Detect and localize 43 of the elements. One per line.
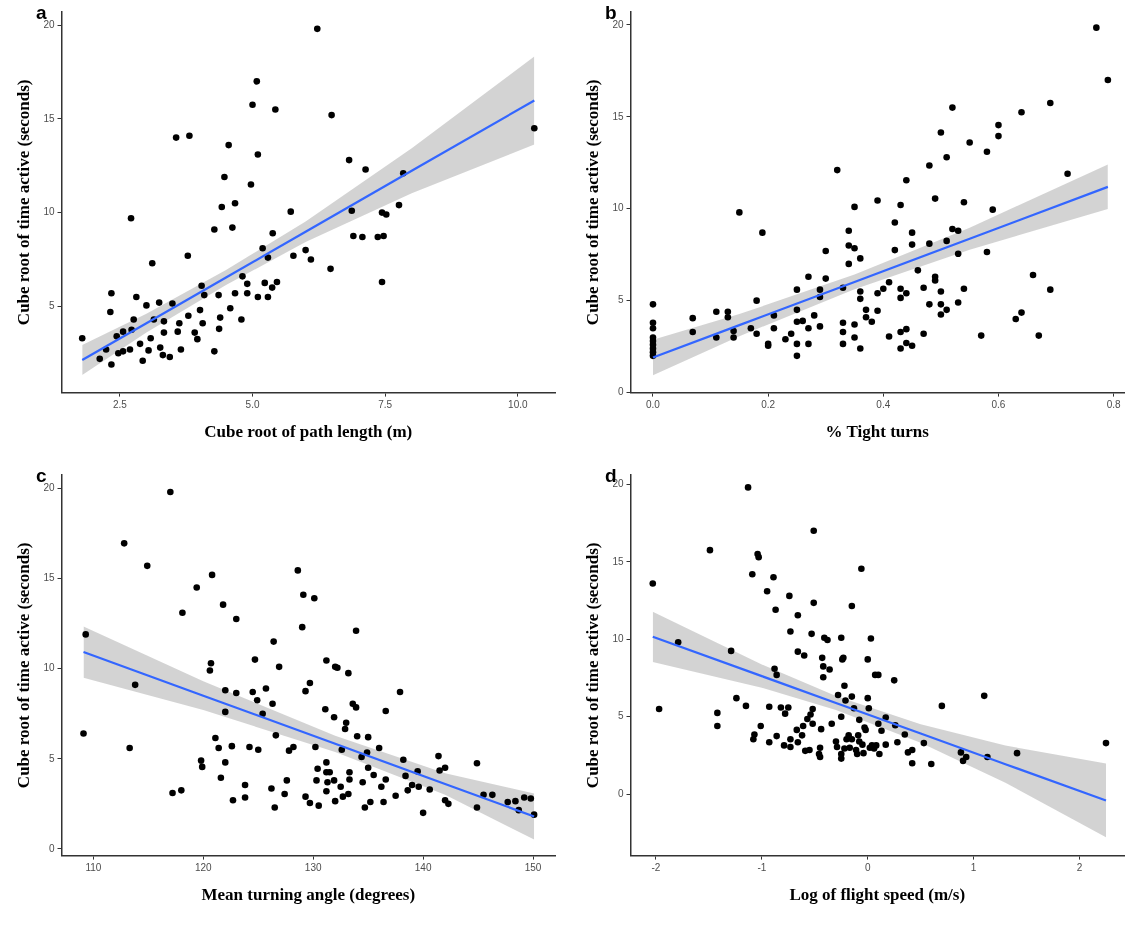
x-axis-title: Mean turning angle (degrees) — [201, 885, 416, 905]
x-tick-label: 7.5 — [378, 399, 393, 411]
x-tick-label: 0.2 — [761, 399, 776, 411]
y-tick-label: 5 — [617, 710, 624, 722]
y-tick-label: 10 — [612, 633, 624, 645]
x-tick-label: 0.0 — [646, 399, 661, 411]
y-axis-title: Cube root of time active (seconds) — [13, 542, 33, 789]
y-tick-label: 5 — [48, 300, 55, 312]
x-tick-label: -2 — [651, 862, 661, 874]
y-tick-label: 10 — [43, 662, 55, 674]
y-tick-label: 0 — [617, 787, 624, 799]
y-tick-label: 15 — [43, 572, 55, 584]
x-tick-label: 150 — [524, 862, 542, 874]
x-axis-title: % Tight turns — [825, 422, 930, 442]
y-tick-label: 0 — [617, 386, 624, 398]
y-tick-label: 0 — [48, 842, 55, 854]
x-tick-label: 0.8 — [1106, 399, 1122, 411]
x-tick-label: 120 — [194, 862, 213, 874]
y-tick-label: 20 — [612, 18, 624, 30]
y-tick-label: 15 — [612, 555, 624, 567]
x-tick-label: 0.6 — [991, 399, 1006, 411]
x-tick-label: 110 — [85, 862, 102, 874]
x-tick-label: 1 — [970, 862, 977, 874]
y-tick-label: 10 — [43, 206, 55, 218]
x-tick-label: 0 — [864, 862, 871, 874]
y-axis-title: Cube root of time active (seconds) — [13, 79, 33, 326]
x-tick-label: 130 — [304, 862, 322, 874]
x-tick-label: 10.0 — [508, 399, 529, 411]
y-tick-label: 5 — [48, 752, 55, 764]
x-tick-label: 2 — [1076, 862, 1083, 874]
x-axis-title: Cube root of path length (m) — [204, 422, 413, 442]
y-axis-title: Cube root of time active (seconds) — [582, 542, 602, 789]
x-tick-label: 140 — [414, 862, 432, 874]
y-tick-label: 15 — [612, 110, 624, 122]
x-tick-label: -1 — [757, 862, 767, 874]
y-tick-label: 15 — [43, 112, 55, 124]
x-tick-label: 5.0 — [245, 399, 260, 411]
x-tick-label: 0.4 — [876, 399, 891, 411]
y-tick-label: 10 — [612, 202, 624, 214]
x-axis-title: Log of flight speed (m/s) — [789, 885, 966, 905]
y-tick-label: 5 — [617, 294, 624, 306]
y-axis-title: Cube root of time active (seconds) — [582, 79, 602, 326]
x-tick-label: 2.5 — [112, 399, 128, 411]
